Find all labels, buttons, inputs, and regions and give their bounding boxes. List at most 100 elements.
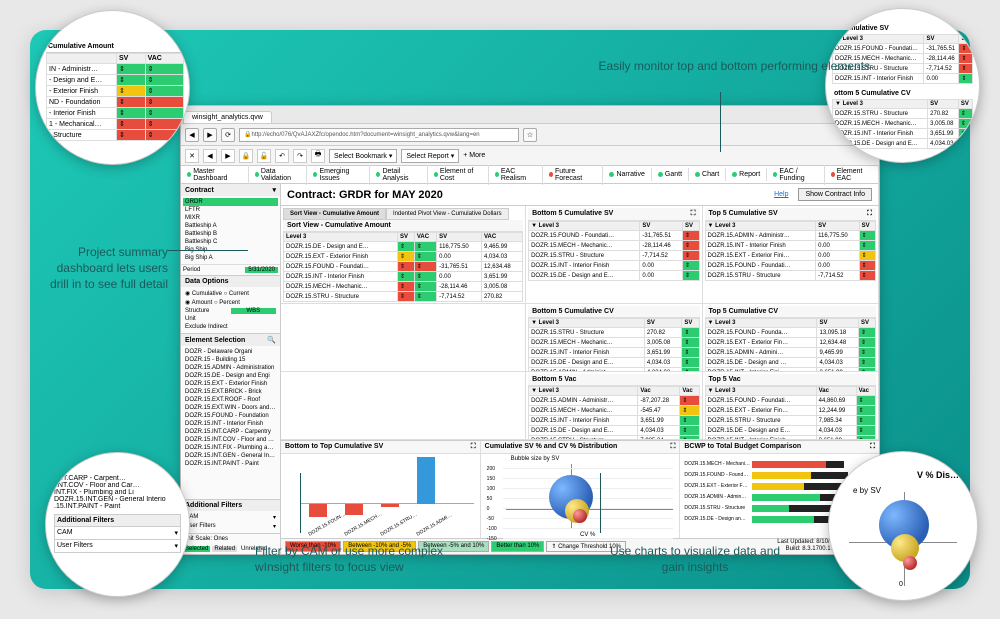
radio-amount[interactable]: ◉ [185,300,192,306]
sort-view-tab[interactable]: Sort View - Cumulative Amount [283,208,386,220]
bubble[interactable] [573,509,587,523]
maximize-icon[interactable]: ⛶ [870,443,875,451]
nav-tab-eac-realism[interactable]: EAC Realism [489,165,543,185]
star-icon[interactable]: ☆ [523,128,537,142]
element-item[interactable]: DOZR - Delaware Organi [183,348,278,356]
c2-uf-dd[interactable]: ▾ [174,542,178,550]
browser-tab-strip: winsight_analytics.qvw [181,106,879,124]
data-options-panel: Data Options ◉ Cumulative ○ Current ◉ Am… [181,276,280,334]
nav-tab-eac-funding[interactable]: EAC / Funding [767,165,824,185]
nav-tab-report[interactable]: Report [726,168,767,181]
contract-item[interactable]: LFTR [183,206,278,214]
line-br [600,473,601,533]
data-options-title: Data Options [185,278,229,285]
nav-tab-narrative[interactable]: Narrative [603,168,651,181]
url-text: http://echo/076/QvAJAXZfc/opendoc.htm?do… [251,132,479,138]
contract-item[interactable]: Big Ship A [183,254,278,262]
bcwp-chart-title: BCWP to Total Budget Comparison [684,443,801,451]
element-item[interactable]: DOZR.15.INT - Interior Finish [183,420,278,428]
annot-bottom-left: Filter by CAM or use more complex wInsig… [255,543,485,575]
additional-filters-title: Additional Filters [185,502,242,509]
maximize-icon[interactable]: ⛶ [691,210,696,218]
report-select[interactable]: Select Report ▾ [401,149,459,163]
help-link[interactable]: Help [774,191,788,198]
cam-dropdown[interactable]: ▾ [273,514,276,521]
element-item[interactable]: DOZR.15.EXT.BRICK - Brick [183,388,278,396]
radio-cumulative[interactable]: ◉ [185,291,192,297]
nav-tab-chart[interactable]: Chart [689,168,726,181]
element-selection-title: Element Selection [185,337,245,344]
t5vac-table: ▼ Level 3VacVacDOZR.15.FOUND - Foundati…… [705,386,876,439]
sort-view-table: Level 3SVVACSVVACDOZR.15.DE - Design and… [283,232,523,302]
element-item[interactable]: DOZR.15.EXT.WIN - Doors and Windo [183,404,278,412]
nav-tab-emerging-issues[interactable]: Emerging Issues [307,165,370,185]
element-item[interactable]: DOZR.15.ADMIN - Administration [183,364,278,372]
c2-cam-dd[interactable]: ▾ [174,529,178,537]
back-sel-icon[interactable]: ◀ [203,149,217,163]
user-filters-dropdown[interactable]: ▾ [273,523,276,530]
lock-icon[interactable]: 🔒 [239,149,253,163]
maximize-icon[interactable]: ⛶ [867,210,872,218]
bar[interactable] [309,504,327,517]
element-item[interactable]: DOZR.15.INT.FIX - Plumbing and Li [183,444,278,452]
maximize-icon[interactable]: ⛶ [670,443,675,451]
show-contract-info-button[interactable]: Show Contract Info [798,188,872,201]
callout-top-left: Cumulative Amount SVVAC IN - Administr…⇕… [35,10,190,165]
search-icon[interactable]: 🔍 [267,336,276,344]
print-icon[interactable]: 🖶 [311,149,325,163]
maximize-icon[interactable]: ⛶ [471,443,476,451]
element-item[interactable]: DOZR.15.FOUND - Foundation [183,412,278,420]
exclude-indirect-row[interactable]: Exclude Indirect [183,323,278,331]
undo-icon[interactable]: ↶ [275,149,289,163]
element-item[interactable]: DOZR.15.INT.CARP - Carpentry [183,428,278,436]
fwd-sel-icon[interactable]: ▶ [221,149,235,163]
nav-tab-element-of-cost[interactable]: Element of Cost [428,165,489,185]
period-value[interactable]: 5/31/2020 [245,267,278,273]
structure-label: Structure [185,308,231,314]
element-item[interactable]: DOZR.15.EXT - Exterior Finish [183,380,278,388]
nav-tab-master-dashboard[interactable]: Master Dashboard [181,165,249,185]
element-item[interactable]: DOZR.15.INT.PAINT - Paint [183,460,278,468]
nav-tab-element-eac[interactable]: Element EAC [825,165,879,185]
bar[interactable] [345,504,363,515]
pivot-view-tab[interactable]: Indented Pivot View - Cumulative Dollars [386,208,509,220]
c2-cam: CAM [57,529,73,537]
main-content: Contract: GRDR for MAY 2020 Help Show Co… [281,184,879,554]
contract-item[interactable]: Battleship C [183,238,278,246]
back-icon[interactable]: ◀ [185,128,199,142]
element-item[interactable]: DOZR.15.DE - Design and Engi [183,372,278,380]
bar[interactable] [381,504,399,507]
nav-tab-gantt[interactable]: Gantt [652,168,689,181]
clear-icon[interactable]: ✕ [185,149,199,163]
legend-selected: Selected [183,546,210,552]
nav-tab-future-forecast[interactable]: Future Forecast [543,165,604,185]
unlock-icon[interactable]: 🔓 [257,149,271,163]
element-item[interactable]: DOZR.15.INT.COV - Floor and Carpe [183,436,278,444]
element-item[interactable]: DOZR.15 - Building 15 [183,356,278,364]
address-bar[interactable]: 🔒 http://echo/076/QvAJAXZfc/opendoc.htm?… [239,128,519,142]
radio-amount-label: Amount [192,300,213,306]
bookmark-select[interactable]: Select Bookmark ▾ [329,149,397,163]
contract-item[interactable]: Battleship A [183,222,278,230]
additional-filters-panel: Additional Filters CAM▾ User Filters▾ [181,500,280,534]
unit-row[interactable]: Unit [183,315,278,323]
more-link[interactable]: + More [463,152,485,159]
element-item[interactable]: DOZR.15.EXT.ROOF - Roof [183,396,278,404]
bar-chart-panel: Bottom to Top Cumulative SV⛶ DOZR.15.FOU… [281,441,481,538]
reload-icon[interactable]: ⟳ [221,128,235,142]
contract-item[interactable]: GRDR [183,198,278,206]
panel-menu-icon[interactable]: ▾ [272,186,276,194]
contract-item[interactable]: MIXR [183,214,278,222]
contract-item[interactable]: Battleship B [183,230,278,238]
element-selection-panel: Element Selection 🔍 DOZR - Delaware Organ… [181,334,280,500]
forward-icon[interactable]: ▶ [203,128,217,142]
annot-top-left: Project summary dashboard lets users dri… [38,244,168,293]
browser-tab[interactable]: winsight_analytics.qvw [183,111,272,123]
b5cv-title: Bottom 5 Cumulative CV [532,308,614,315]
element-item[interactable]: DOZR.15.INT.GEN - General Interio [183,452,278,460]
structure-value[interactable]: WBS [231,308,277,314]
nav-tab-data-validation[interactable]: Data Validation [249,165,308,185]
bar[interactable] [417,457,435,504]
redo-icon[interactable]: ↷ [293,149,307,163]
nav-tab-detail-analysis[interactable]: Detail Analysis [370,165,427,185]
